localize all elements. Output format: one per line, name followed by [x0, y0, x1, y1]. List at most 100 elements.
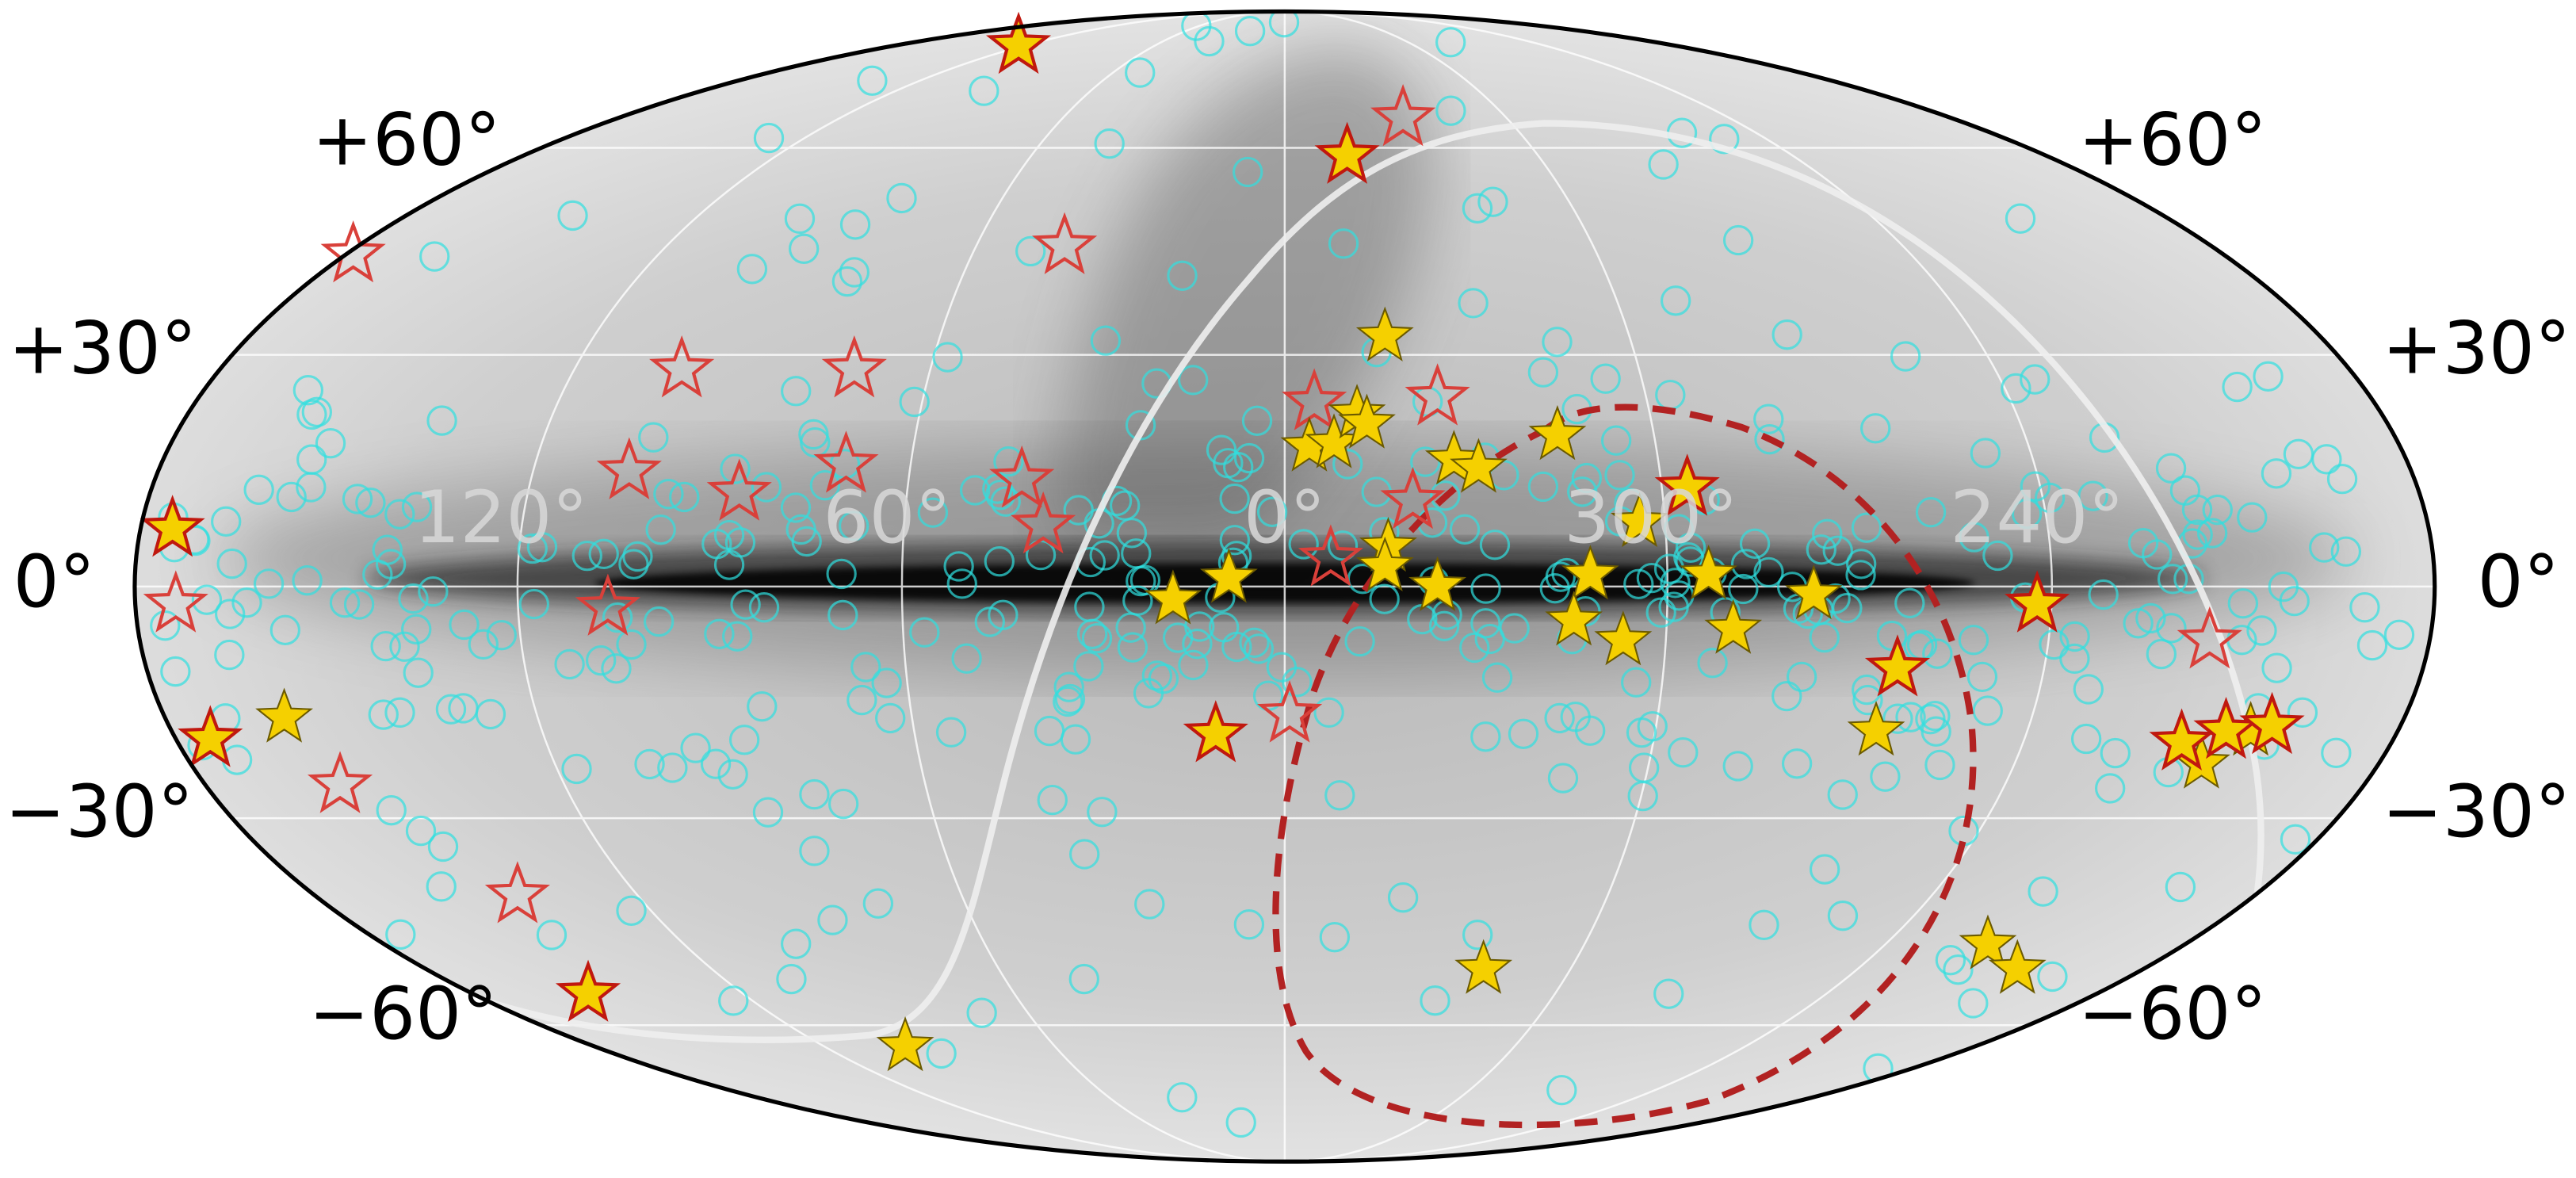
source-circle: [1753, 404, 1784, 434]
source-circle: [1958, 625, 1989, 656]
source-circle: [616, 629, 647, 660]
yellow-star: [1545, 591, 1603, 646]
source-circle: [622, 541, 653, 572]
source-circle: [1771, 680, 1802, 712]
source-circle: [827, 599, 858, 631]
open-star: [989, 445, 1055, 508]
red-yellow-star: [1654, 453, 1720, 516]
source-circle: [2020, 471, 2051, 502]
source-circle: [618, 549, 649, 579]
source-circle: [449, 609, 480, 641]
source-circle: [1728, 573, 1759, 605]
source-circle: [730, 589, 761, 620]
source-circle: [384, 499, 415, 530]
source-circle: [700, 748, 732, 779]
yellow-star: [1988, 939, 2047, 994]
source-circle: [1890, 341, 1921, 372]
source-circle: [1054, 683, 1086, 715]
source-circle: [1233, 442, 1265, 474]
yellow-star: [1199, 548, 1258, 603]
source-circle: [1470, 608, 1501, 639]
source-circle: [645, 514, 676, 545]
lat-label: +30°: [8, 305, 197, 390]
source-circle: [2127, 528, 2159, 559]
source-circle: [1481, 662, 1513, 693]
lat-label: +60°: [312, 97, 501, 182]
source-circle: [1709, 124, 1740, 155]
source-circle: [561, 753, 592, 785]
source-circle: [1268, 11, 1300, 38]
source-circle: [554, 648, 585, 680]
source-circle: [862, 888, 894, 919]
source-circle: [1069, 839, 1100, 870]
source-circle: [2135, 602, 2166, 634]
source-circle: [1935, 945, 1966, 976]
source-circle: [2202, 494, 2233, 526]
red-yellow-star: [2005, 570, 2070, 633]
source-circle: [2037, 961, 2068, 993]
source-circle: [2070, 723, 2102, 755]
source-circle: [372, 534, 403, 565]
source-circle: [1090, 325, 1122, 356]
yellow-star: [1144, 569, 1202, 625]
source-circle: [1234, 15, 1266, 47]
source-circle: [214, 639, 245, 671]
source-circle: [1546, 1074, 1577, 1106]
source-circle: [1567, 476, 1598, 507]
source-circle: [1922, 638, 1953, 669]
source-circle: [1812, 518, 1843, 549]
source-circle: [1167, 1082, 1198, 1113]
source-circle: [1430, 480, 1461, 511]
yellow-star: [1408, 556, 1467, 611]
source-circle: [917, 497, 949, 528]
red-yellow-star: [1183, 700, 1248, 763]
dashed-region: [1272, 404, 1977, 1129]
source-circle: [1539, 573, 1570, 604]
open-star: [320, 220, 386, 283]
yellow-star: [1528, 405, 1587, 461]
red-yellow-star: [140, 495, 205, 557]
source-circle: [1219, 483, 1250, 514]
source-circle: [1827, 901, 1859, 931]
source-circle: [871, 667, 902, 698]
source-circle: [2196, 518, 2228, 549]
source-circle: [847, 684, 877, 716]
red-yellow-star: [985, 11, 1052, 75]
source-circle: [1660, 285, 1691, 316]
source-circle: [951, 643, 982, 674]
yellow-star: [1450, 438, 1508, 493]
source-circle: [2227, 588, 2259, 619]
source-circle: [1053, 671, 1084, 702]
source-circle: [1970, 438, 2001, 469]
source-circle: [1648, 149, 1679, 180]
source-circle: [1387, 882, 1419, 913]
source-circle: [616, 895, 647, 926]
source-circle: [669, 481, 700, 513]
source-circles: [150, 11, 2415, 1138]
source-circle: [1781, 748, 1813, 779]
source-circle: [2165, 871, 2196, 903]
source-circle: [376, 794, 407, 826]
source-circle: [517, 533, 548, 564]
source-circle: [718, 985, 749, 1016]
source-circle: [1470, 573, 1501, 604]
source-circle: [2157, 564, 2188, 595]
source-circle: [427, 831, 459, 862]
lat-label: 0°: [13, 539, 96, 624]
source-circle: [2182, 519, 2213, 550]
source-circle: [1924, 749, 1955, 781]
lon-label: 120°: [414, 475, 588, 560]
source-circle: [276, 481, 307, 513]
source-circle: [722, 621, 753, 652]
source-circle: [435, 694, 467, 725]
source-circle: [789, 233, 820, 264]
source-circle: [401, 614, 432, 644]
source-circle: [1420, 985, 1450, 1016]
source-circle: [1133, 678, 1164, 709]
source-circle: [875, 702, 906, 734]
source-circle: [329, 587, 361, 618]
source-circle: [296, 399, 327, 430]
yellow-star: [1680, 545, 1738, 600]
open-star: [1380, 466, 1446, 530]
source-circle: [1282, 667, 1313, 698]
